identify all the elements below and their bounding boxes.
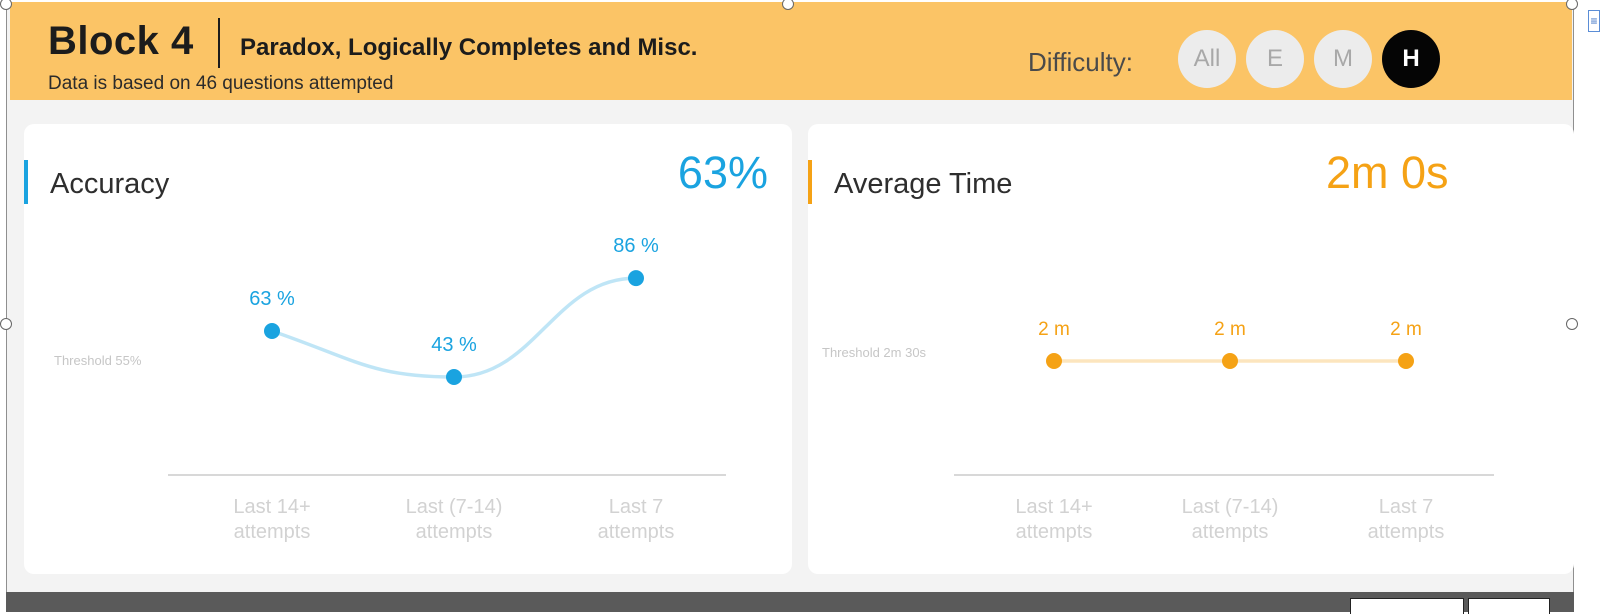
difficulty-medium-button[interactable]: M (1314, 30, 1372, 88)
threshold-label: Threshold 2m 30s (822, 345, 927, 360)
accuracy-chart: Threshold 55% 63 % 43 % 86 % Last 14+ attempt… (54, 235, 726, 543)
resize-handle-top-center[interactable] (782, 0, 794, 10)
accuracy-card: Accuracy 63% Threshold 55% 63 % 43 % 86 % La… (24, 124, 792, 574)
bottom-toolbar (6, 592, 1574, 612)
block-title: Block 4 (48, 19, 194, 63)
data-point (446, 369, 462, 385)
x-tick-label: Last 14+ attempts (233, 496, 310, 543)
resize-handle-left[interactable] (0, 318, 12, 330)
resize-handle-top-right[interactable] (1566, 0, 1578, 10)
threshold-label: Threshold 55% (54, 353, 142, 368)
resize-handle-right[interactable] (1566, 318, 1578, 330)
x-tick-label: Last 7 attempts (598, 496, 675, 543)
data-point (1046, 353, 1062, 369)
data-point (1398, 353, 1414, 369)
data-point (264, 323, 280, 339)
layout-options-icon[interactable]: ≡ (1588, 10, 1600, 32)
difficulty-label: Difficulty: (1028, 47, 1133, 77)
accuracy-value: 63% (677, 147, 768, 198)
x-tick-label: Last (7-14) attempts (1182, 496, 1279, 543)
difficulty-all-button[interactable]: All (1178, 30, 1236, 88)
resize-handle-top-left[interactable] (0, 0, 12, 10)
data-label: 2 m (1214, 319, 1246, 340)
data-label: 43 % (431, 334, 477, 356)
block-subtitle: Paradox, Logically Completes and Misc. (240, 34, 698, 61)
x-tick-label: Last 14+ attempts (1015, 496, 1092, 543)
data-label: 2 m (1038, 319, 1070, 340)
data-label: 2 m (1390, 319, 1422, 340)
data-point (628, 270, 644, 287)
series-line (270, 276, 638, 379)
x-tick-label: Last 7 attempts (1368, 496, 1445, 543)
average-time-card: Average Time 2m 0s Threshold 2m 30s 2 m 2 … (808, 124, 1574, 574)
average-time-chart: Threshold 2m 30s 2 m 2 m 2 m Last 14+ attempt… (822, 319, 1494, 543)
data-label: 63 % (249, 288, 295, 310)
accuracy-accent-bar (24, 160, 28, 204)
data-note: Data is based on 46 questions attempted (48, 73, 394, 94)
block-header: Block 4 Paradox, Logically Completes and… (10, 2, 1572, 100)
x-tick-label: Last (7-14) attempts (406, 496, 503, 543)
average-time-value: 2m 0s (1326, 147, 1449, 198)
title-divider (218, 18, 220, 68)
average-time-title: Average Time (834, 168, 1013, 200)
difficulty-easy-button[interactable]: E (1246, 30, 1304, 88)
data-point (1222, 353, 1238, 369)
time-accent-bar (808, 160, 812, 204)
toolbar-edit-button[interactable] (1468, 598, 1550, 614)
accuracy-title: Accuracy (50, 168, 170, 200)
difficulty-hard-button[interactable]: H (1382, 30, 1440, 88)
data-label: 86 % (613, 235, 659, 257)
toolbar-button[interactable] (1350, 598, 1464, 614)
